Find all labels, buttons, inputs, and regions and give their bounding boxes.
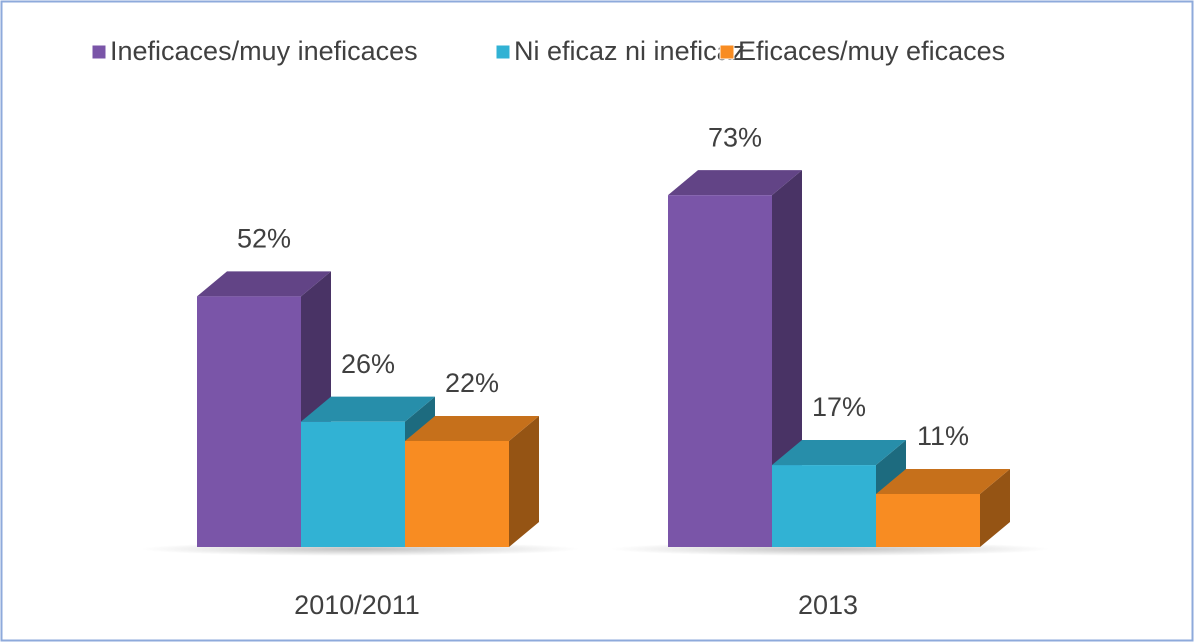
bar-top: [197, 271, 331, 297]
bar-front: [668, 195, 772, 547]
bar-top: [772, 440, 906, 466]
bar-front: [197, 296, 301, 547]
bar-side: [980, 468, 1010, 547]
legend-marker: [91, 44, 107, 60]
bar-top: [301, 396, 435, 422]
bar: [876, 468, 1010, 547]
legend-text: Eficaces/muy eficaces: [738, 36, 1005, 66]
bar-front: [772, 465, 876, 547]
bar-top: [876, 468, 1010, 494]
x-tick-label: 2013: [798, 590, 858, 620]
bar-front: [301, 421, 405, 547]
bar-top: [668, 170, 802, 196]
bar: [668, 170, 802, 547]
bar-top: [405, 415, 539, 441]
value-label: 52%: [237, 223, 291, 253]
value-label: 73%: [708, 122, 762, 152]
value-label: 26%: [341, 349, 395, 379]
bar-front: [876, 493, 980, 547]
bar-side: [509, 415, 539, 547]
value-label: 17%: [812, 392, 866, 422]
legend-text: Ni eficaz ni ineficaz: [514, 36, 745, 66]
bar: [405, 415, 539, 547]
bar-front: [405, 440, 509, 547]
legend-marker: [719, 44, 735, 60]
x-tick-label: 2010/2011: [294, 590, 420, 620]
legend-text: Ineficaces/muy ineficaces: [110, 36, 418, 66]
legend-marker: [495, 44, 511, 60]
value-label: 11%: [917, 421, 969, 451]
value-label: 22%: [445, 368, 499, 398]
